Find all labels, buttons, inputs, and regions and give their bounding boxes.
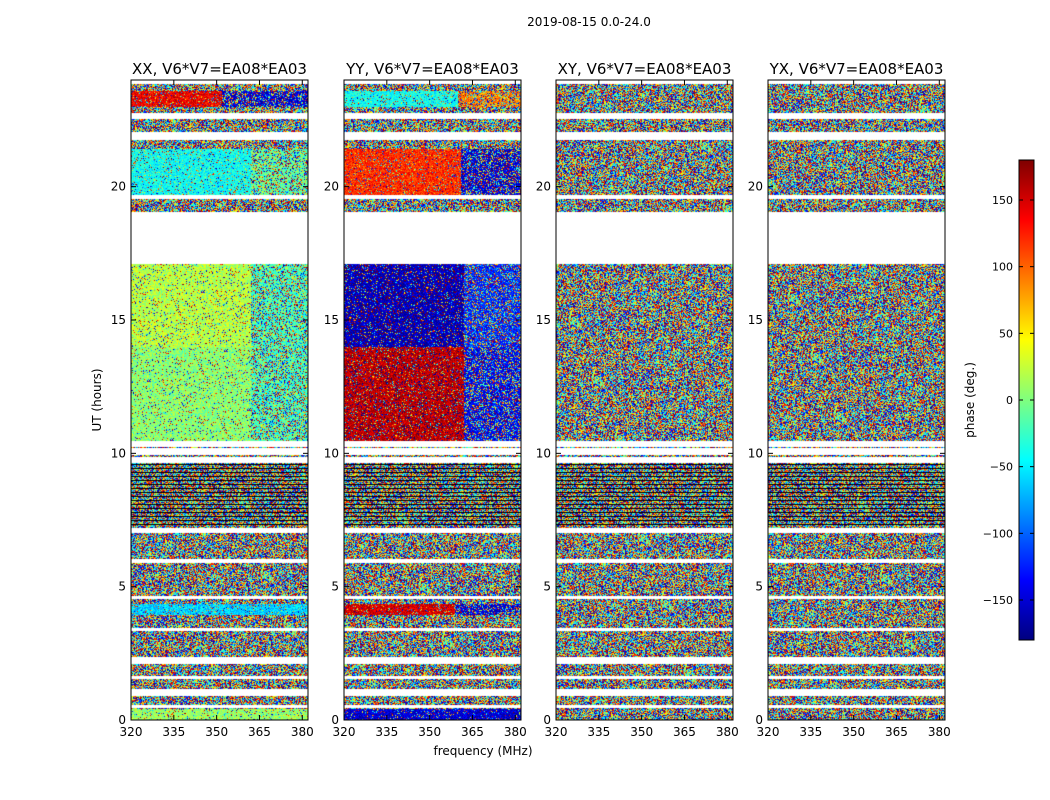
colorbar-label: phase (deg.) (963, 362, 977, 438)
panel-3: XY, V6*V7=EA08*EA03 320 335 350 365 380 0 5 10 15… (536, 60, 739, 739)
y-tick-label: 15 (536, 313, 551, 327)
x-tick-label: 350 (630, 725, 653, 739)
panel-1: XX, V6*V7=EA08*EA03 320 335 350 365 380 0 5 10 15… (90, 60, 314, 739)
panel-4: YX, V6*V7=EA08*EA03 320 335 350 365 380 0 5 10 15… (748, 60, 951, 739)
colorbar-tick-label: 0 (1006, 394, 1013, 407)
figure-title: 2019-08-15 0.0-24.0 (527, 15, 651, 29)
heatmap-image (556, 80, 733, 720)
panel-title: XY, V6*V7=EA08*EA03 (558, 60, 732, 78)
x-tick-label: 320 (545, 725, 568, 739)
x-tick-label: 350 (205, 725, 228, 739)
x-tick-label: 365 (885, 725, 908, 739)
x-tick-label: 335 (799, 725, 822, 739)
panels: XX, V6*V7=EA08*EA03 320 335 350 365 380 0 5 10 15… (90, 60, 951, 758)
y-tick-label: 15 (324, 313, 339, 327)
plot-frame (555, 79, 734, 721)
y-tick-label: 5 (331, 580, 339, 594)
panel-2: YY, V6*V7=EA08*EA03 320 335 350 365 380 0 5 10 15… (324, 60, 533, 758)
x-tick-label: 380 (716, 725, 739, 739)
x-tick-label: 320 (333, 725, 356, 739)
y-tick-label: 0 (543, 713, 551, 727)
colorbar-tick-label: −150 (983, 594, 1013, 607)
y-tick-label: 5 (118, 580, 126, 594)
y-tick-label: 10 (536, 446, 551, 460)
colorbar: 150 100 50 0 −50 −100 −150 phase (deg.) (963, 159, 1035, 641)
x-tick-label: 335 (375, 725, 398, 739)
colorbar-tick-label: −100 (983, 527, 1013, 540)
x-tick-label: 335 (587, 725, 610, 739)
y-tick-label: 15 (111, 313, 126, 327)
y-tick-label: 0 (331, 713, 339, 727)
y-tick-label: 20 (536, 180, 551, 194)
x-tick-label: 365 (248, 725, 271, 739)
x-tick-label: 320 (757, 725, 780, 739)
colorbar-tick-label: −50 (990, 461, 1013, 474)
panel-title: YX, V6*V7=EA08*EA03 (769, 60, 944, 78)
x-tick-label: 380 (928, 725, 951, 739)
y-tick-label: 20 (748, 180, 763, 194)
x-tick-label: 380 (291, 725, 314, 739)
x-tick-label: 335 (162, 725, 185, 739)
plot-frame (767, 79, 946, 721)
y-tick-label: 15 (748, 313, 763, 327)
colorbar-tick-label: 100 (992, 261, 1013, 274)
x-tick-label: 380 (504, 725, 527, 739)
y-axis-label: UT (hours) (90, 368, 104, 431)
x-tick-label: 350 (418, 725, 441, 739)
x-tick-label: 320 (120, 725, 143, 739)
plot-frame (130, 79, 309, 721)
y-tick-label: 0 (755, 713, 763, 727)
x-tick-label: 365 (673, 725, 696, 739)
y-tick-label: 20 (324, 180, 339, 194)
y-tick-label: 0 (118, 713, 126, 727)
colorbar-tick-label: 150 (992, 194, 1013, 207)
x-axis-label: frequency (MHz) (433, 744, 532, 758)
x-tick-label: 365 (461, 725, 484, 739)
x-tick-label: 350 (842, 725, 865, 739)
colorbar-tick-label: 50 (999, 327, 1013, 340)
y-tick-label: 5 (755, 580, 763, 594)
heatmap-image (344, 80, 521, 720)
panel-title: YY, V6*V7=EA08*EA03 (345, 60, 519, 78)
y-tick-label: 10 (748, 446, 763, 460)
y-tick-label: 10 (111, 446, 126, 460)
heatmap-image (131, 80, 308, 720)
y-tick-label: 10 (324, 446, 339, 460)
panel-title: XX, V6*V7=EA08*EA03 (132, 60, 307, 78)
y-tick-label: 20 (111, 180, 126, 194)
heatmap-image (768, 80, 945, 720)
plot-frame (343, 79, 522, 721)
y-tick-label: 5 (543, 580, 551, 594)
